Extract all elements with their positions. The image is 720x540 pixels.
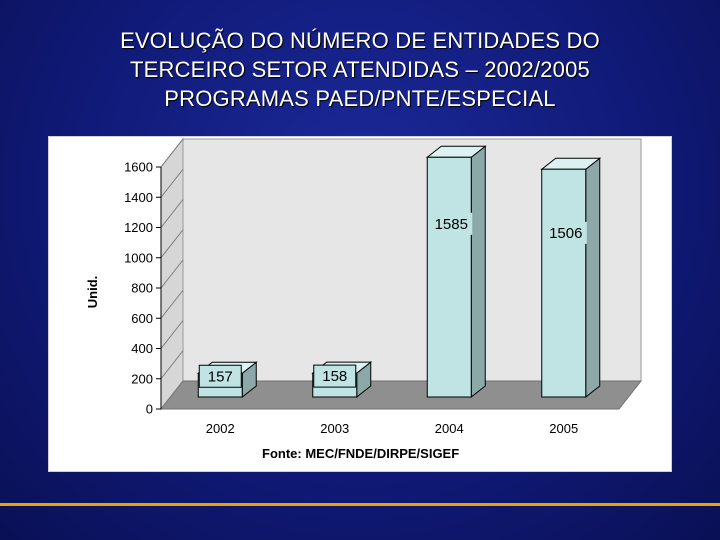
x-axis: 2002 2003 2004 2005 bbox=[206, 421, 578, 436]
y-axis-title: Unid. bbox=[85, 276, 100, 309]
title-line-1: EVOLUÇÃO DO NÚMERO DE ENTIDADES DO bbox=[120, 28, 600, 53]
title-line-3: PROGRAMAS PAED/PNTE/ESPECIAL bbox=[164, 86, 556, 111]
bar-front bbox=[426, 156, 472, 398]
source-note: Fonte: MEC/FNDE/DIRPE/SIGEF bbox=[262, 446, 459, 461]
slide-title: EVOLUÇÃO DO NÚMERO DE ENTIDADES DO TERCE… bbox=[40, 26, 680, 113]
data-label: 157 bbox=[208, 368, 233, 385]
bar-chart: 0 200 400 600 800 1000 1200 1400 1600 157 158 1585… bbox=[85, 137, 643, 461]
x-tick-label: 2004 bbox=[435, 421, 464, 436]
y-tick-label: 1400 bbox=[124, 190, 153, 205]
y-tick-guide bbox=[160, 138, 184, 168]
y-axis: 0 200 400 600 800 1000 1200 1400 1600 bbox=[124, 138, 184, 417]
data-label-box bbox=[313, 364, 357, 388]
data-label: 1585 bbox=[435, 216, 468, 233]
y-tick-label: 800 bbox=[131, 281, 153, 296]
data-label-box bbox=[198, 364, 242, 388]
bar-side bbox=[585, 157, 601, 399]
data-label: 1506 bbox=[549, 225, 582, 242]
x-tick-label: 2002 bbox=[206, 421, 235, 436]
x-tick-label: 2005 bbox=[549, 421, 578, 436]
x-tick-label: 2003 bbox=[320, 421, 349, 436]
title-line-2: TERCEIRO SETOR ATENDIDAS – 2002/2005 bbox=[129, 57, 590, 82]
bar-side bbox=[470, 145, 486, 399]
bar-2004: 1585 bbox=[425, 145, 487, 399]
y-tick-guide bbox=[160, 229, 184, 259]
y-tick-label: 1200 bbox=[124, 220, 153, 235]
y-tick-label: 200 bbox=[131, 371, 153, 386]
y-tick-label: 0 bbox=[146, 402, 153, 417]
data-label-box bbox=[430, 212, 473, 235]
y-tick-label: 400 bbox=[131, 341, 153, 356]
data-label: 158 bbox=[322, 368, 347, 385]
y-tick-guide bbox=[160, 350, 184, 380]
bar-2003: 158 bbox=[311, 361, 373, 399]
y-tick-guide bbox=[160, 199, 184, 228]
y-tick-guide bbox=[160, 259, 184, 289]
bar-front bbox=[541, 168, 587, 398]
bar-2002: 157 bbox=[196, 361, 258, 399]
y-tick-label: 1600 bbox=[124, 160, 153, 175]
data-label-box bbox=[544, 221, 587, 244]
y-tick-label: 600 bbox=[131, 311, 153, 326]
bar-2005: 1506 bbox=[540, 157, 602, 399]
y-tick-guide bbox=[160, 380, 184, 410]
bars: 157 158 1585 1506 bbox=[196, 145, 602, 399]
chart-panel: 0 200 400 600 800 1000 1200 1400 1600 157 158 1585… bbox=[48, 136, 672, 472]
y-tick-guide bbox=[160, 289, 184, 319]
y-tick-label: 1000 bbox=[124, 250, 153, 265]
footer-accent-line bbox=[0, 503, 720, 506]
y-tick-guide bbox=[160, 168, 184, 198]
y-tick-guide bbox=[160, 320, 184, 349]
